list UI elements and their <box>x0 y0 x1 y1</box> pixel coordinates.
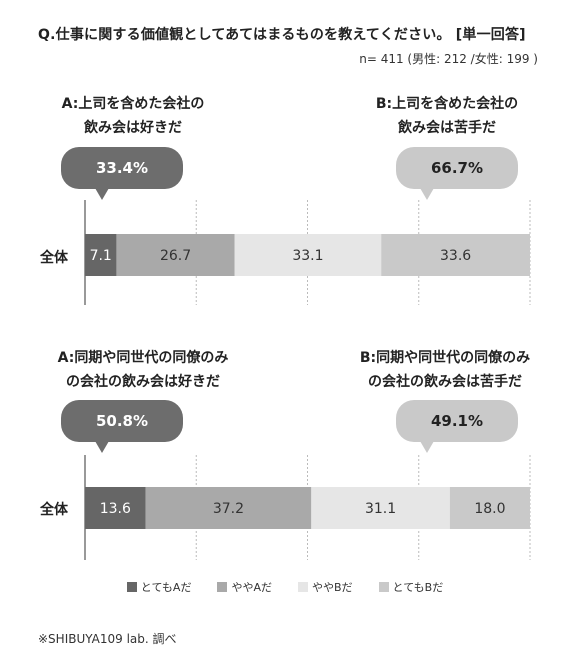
chart1-a-label: A:上司を含めた会社の 飲み会は好きだ <box>38 92 228 140</box>
chart2-bar-very-b <box>449 487 530 529</box>
chart2-data-label-some-b: 31.1 <box>365 501 396 517</box>
chart2-data-label-some-a: 37.2 <box>213 501 244 517</box>
chart1-b-label-line2: 飲み会は苦手だ <box>398 120 496 136</box>
chart2-bar-very-a <box>85 487 146 529</box>
legend-label-very-b: とてもBだ <box>392 581 444 594</box>
chart1-data-label-some-b: 33.1 <box>292 248 323 264</box>
chart2-a-label-line1: A:同期や同世代の同僚のみ <box>57 350 229 366</box>
legend-swatch-very-a <box>126 582 137 592</box>
chart2-b-bubble-tail <box>420 441 434 453</box>
legend-swatch-some-b <box>297 582 308 592</box>
chart2-b-label-line1: B:同期や同世代の同僚のみ <box>359 350 531 366</box>
chart2-plot: 13.6 37.2 31.1 18.0 <box>84 455 531 560</box>
legend: とてもAだ ややAだ ややBだ とてもBだ <box>0 579 570 595</box>
chart2-data-label-very-b: 18.0 <box>474 501 505 517</box>
chart1-data-label-very-b: 33.6 <box>440 248 471 264</box>
chart1-b-total: 66.7% <box>430 159 484 177</box>
chart2-a-label-line2: の会社の飲み会は好きだ <box>66 374 220 390</box>
chart2-bar-some-a <box>145 487 312 529</box>
legend-label-some-a: ややAだ <box>231 581 272 594</box>
chart2-data-label-very-a: 13.6 <box>100 501 131 517</box>
chart2-a-total: 50.8% <box>95 412 149 430</box>
chart2-a-bubble-tail <box>95 441 109 453</box>
chart2-b-total-bubble: 49.1% <box>396 400 518 442</box>
chart1-a-total-bubble: 33.4% <box>61 147 183 189</box>
chart1-a-total: 33.4% <box>95 159 149 177</box>
chart2-a-total-bubble: 50.8% <box>61 400 183 442</box>
chart2-b-total: 49.1% <box>430 412 484 430</box>
chart1-row-label: 全体 <box>40 250 68 266</box>
legend-item-very-a: とてもAだ <box>126 579 192 595</box>
legend-item-some-a: ややAだ <box>217 579 272 595</box>
chart1-bar-some-a <box>116 234 235 276</box>
sample-size: n= 411 (男性: 212 /女性: 199 ) <box>359 52 538 66</box>
chart1-b-label: B:上司を含めた会社の 飲み会は苦手だ <box>352 92 542 140</box>
chart1-bar-some-b <box>234 234 382 276</box>
legend-item-some-b: ややBだ <box>297 579 353 595</box>
legend-label-some-b: ややBだ <box>311 581 353 594</box>
chart1-plot: 7.1 26.7 33.1 33.6 <box>84 200 531 305</box>
legend-swatch-very-b <box>378 582 389 592</box>
chart1-data-label-some-a: 26.7 <box>160 248 191 264</box>
chart2-b-label: B:同期や同世代の同僚のみ の会社の飲み会は苦手だ <box>340 346 550 394</box>
chart1-b-bubble-tail <box>420 188 434 200</box>
chart1-a-label-line1: A:上司を含めた会社の <box>61 96 205 112</box>
chart2-a-label: A:同期や同世代の同僚のみ の会社の飲み会は好きだ <box>38 346 248 394</box>
chart2-row-label: 全体 <box>40 502 68 518</box>
chart2-b-label-line2: の会社の飲み会は苦手だ <box>368 374 522 390</box>
chart1-b-label-line1: B:上司を含めた会社の <box>375 96 519 112</box>
chart1-bar-very-a <box>85 234 117 276</box>
chart1-b-total-bubble: 66.7% <box>396 147 518 189</box>
chart2-bar-some-b <box>311 487 450 529</box>
legend-label-very-a: とてもAだ <box>140 581 192 594</box>
chart1-data-label-very-a: 7.1 <box>90 248 112 264</box>
question-title: Q.仕事に関する価値観としてあてはまるものを教えてください。 [単一回答] <box>38 27 526 43</box>
chart1-a-label-line2: 飲み会は好きだ <box>84 120 182 136</box>
footnote: ※SHIBUYA109 lab. 調べ <box>38 632 177 646</box>
chart1-bar-very-b <box>381 234 530 276</box>
chart1-a-bubble-tail <box>95 188 109 200</box>
legend-item-very-b: とてもBだ <box>378 579 444 595</box>
legend-swatch-some-a <box>217 582 228 592</box>
